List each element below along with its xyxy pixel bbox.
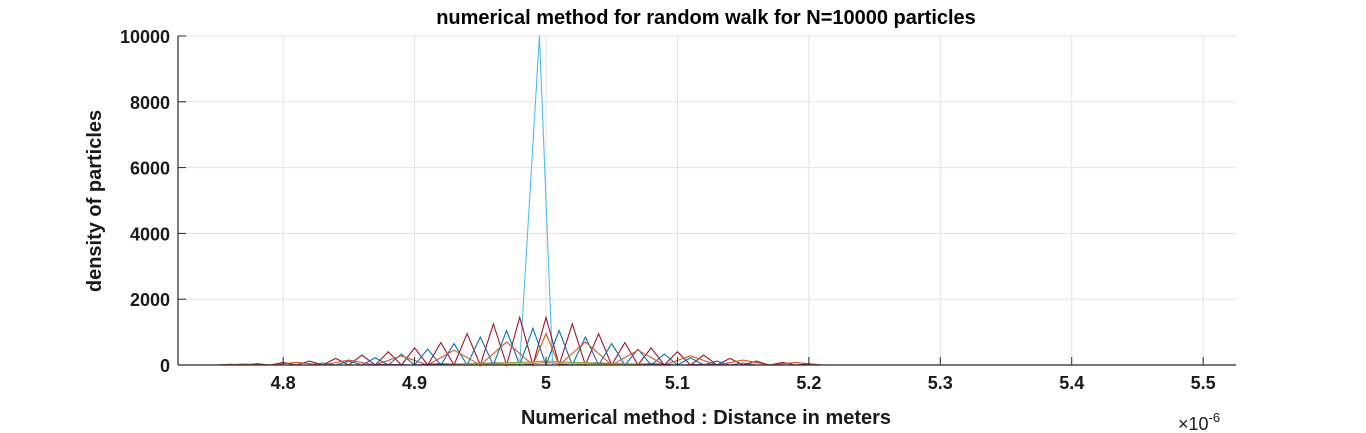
x-multiplier-base: ×10 (1178, 414, 1209, 433)
x-tick-label: 4.8 (271, 373, 296, 393)
x-tick-label: 5.3 (928, 373, 953, 393)
y-tick-label: 2000 (130, 290, 170, 310)
series-line-3 (178, 326, 1236, 367)
x-tick-label: 4.9 (402, 373, 427, 393)
tick-labels: 4.8 4.9 5 5.1 5.2 5.3 5.4 5.5 0 2000 4000 6000 8000 1… (120, 27, 1216, 393)
y-axis-label: density of particles (84, 110, 106, 292)
x-tick-label: 5.2 (796, 373, 821, 393)
chart-title: numerical method for random walk for N=1… (436, 7, 976, 29)
y-tick-label: 8000 (130, 93, 170, 113)
x-axis-multiplier: ×10-6 (1178, 410, 1220, 433)
y-tick-label: 0 (160, 356, 170, 376)
axes (177, 35, 1236, 366)
x-tick-label: 5.5 (1191, 373, 1216, 393)
series-line-4 (178, 332, 1236, 366)
y-tick-label: 6000 (130, 159, 170, 179)
x-tick-label: 5.4 (1059, 373, 1084, 393)
y-tick-label: 10000 (120, 27, 170, 47)
x-axis-label: Numerical method : Distance in meters (521, 407, 891, 429)
x-multiplier-exponent: -6 (1209, 410, 1221, 425)
plot-area (178, 36, 1236, 365)
series-line-2 (178, 315, 1236, 368)
y-tick-label: 4000 (130, 224, 170, 244)
x-tick-label: 5.1 (665, 373, 690, 393)
x-tick-label: 5 (541, 373, 551, 393)
